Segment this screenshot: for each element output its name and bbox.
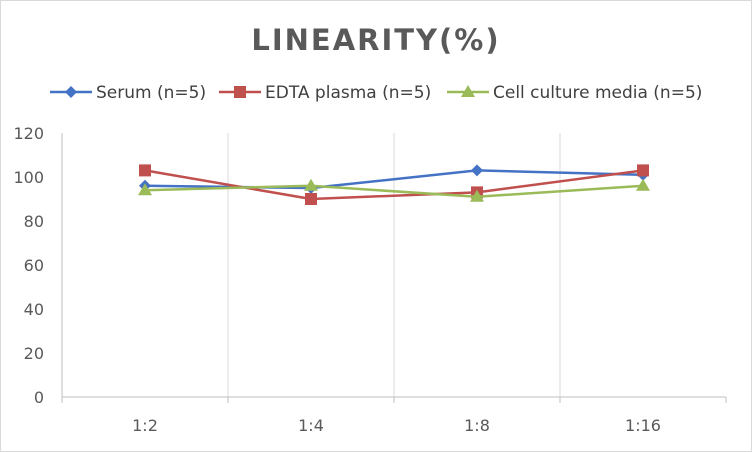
data-point [139,164,151,177]
x-tick-label: 1:8 [464,416,490,435]
legend-label: EDTA plasma (n=5) [265,83,431,103]
legend-label: Serum (n=5) [96,83,206,103]
y-tick-label: 120 [13,124,44,143]
legend: Serum (n=5) EDTA plasma (n=5) Cell culture… [50,83,702,103]
data-point [305,193,317,205]
legend-marker [461,85,475,97]
legend-marker [234,86,246,98]
x-tick-label: 1:16 [625,416,661,435]
series-line [144,184,644,199]
y-tick-label: 60 [24,256,44,275]
series-2 [138,178,650,202]
data-point [138,183,152,196]
y-tick-label: 0 [34,388,44,407]
legend-item: Cell culture media (n=5) [447,83,702,103]
grid [227,133,561,397]
y-tick-label: 20 [24,344,44,363]
y-tick-label: 100 [13,168,44,187]
x-tick-label: 1:2 [132,416,158,435]
series-group [138,164,650,205]
x-tick-label: 1:4 [298,416,324,435]
data-point [636,178,650,191]
data-point [470,189,484,202]
legend-marker [65,86,77,98]
series-line [144,169,644,201]
chart-title: LINEARITY(%) [251,23,500,57]
data-point [304,178,318,191]
y-tick-label: 40 [24,300,44,319]
axes: 0 20 40 60 80 100 120 1:2 1:4 1:8 1:16 [13,124,727,435]
data-point [637,164,649,177]
y-tick-label: 80 [24,212,44,231]
legend-item: Serum (n=5) [50,83,206,103]
legend-label: Cell culture media (n=5) [493,83,702,103]
data-point [471,164,483,177]
legend-item: EDTA plasma (n=5) [219,83,431,103]
